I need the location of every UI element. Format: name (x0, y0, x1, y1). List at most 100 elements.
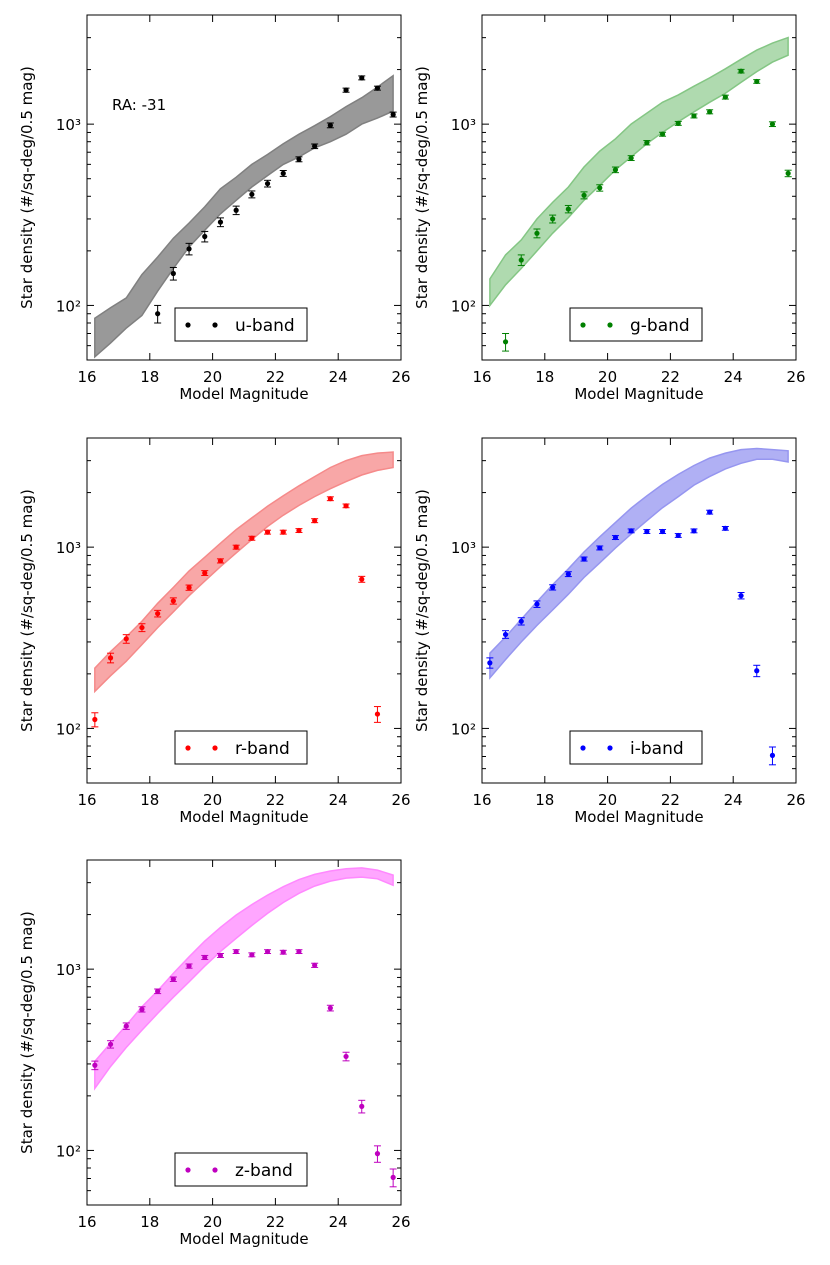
legend-marker (185, 1167, 191, 1173)
point-marker (107, 655, 114, 661)
data-point (549, 584, 557, 591)
data-point (248, 190, 256, 199)
data-point (295, 948, 303, 955)
point-marker (233, 207, 239, 213)
model-band (94, 74, 394, 359)
x-tick-label: 18 (535, 791, 554, 809)
y-tick-label: 10³ (451, 539, 476, 557)
point-marker (359, 576, 365, 582)
data-point (721, 94, 729, 100)
point-marker (312, 143, 318, 149)
point-marker (202, 570, 208, 576)
point-marker (769, 121, 776, 127)
data-point (706, 109, 714, 115)
x-tick-label: 18 (140, 368, 159, 386)
data-point (611, 534, 619, 541)
legend-marker (185, 322, 191, 328)
point-marker (628, 528, 634, 534)
point-marker (707, 109, 713, 115)
ra-annotation: RA: -31 (112, 96, 166, 114)
data-point (91, 1060, 99, 1071)
point-marker (691, 113, 697, 119)
point-marker (534, 601, 540, 607)
legend-marker (212, 1167, 218, 1173)
point-marker (359, 75, 365, 81)
legend-box (569, 307, 703, 342)
data-point (784, 169, 792, 178)
data-point (768, 746, 776, 766)
data-point (201, 230, 209, 243)
data-point (169, 597, 177, 605)
data-point (248, 952, 256, 958)
data-point (326, 122, 334, 129)
data-point (169, 266, 177, 281)
data-point (596, 545, 604, 551)
data-point (674, 120, 682, 126)
point-marker (327, 1005, 333, 1011)
point-marker (186, 963, 192, 969)
point-marker (280, 949, 286, 955)
point-marker (597, 545, 603, 551)
data-point (690, 113, 698, 119)
point-marker (217, 558, 224, 564)
data-point (154, 609, 162, 618)
z-band-panel: 16 18 20 22 24 26 10² 10³ Model Magnitude Star de… (18, 859, 411, 1248)
data-point (768, 121, 776, 128)
point-marker (628, 155, 634, 161)
x-tick-label: 22 (661, 791, 680, 809)
point-marker (550, 216, 556, 222)
point-marker (581, 192, 587, 198)
y-axis-label: Star density (#/sq-deg/0.5 mag) (18, 911, 36, 1154)
point-marker (92, 1062, 98, 1068)
point-marker (659, 131, 666, 137)
point-marker (343, 503, 349, 509)
data-point (169, 976, 177, 982)
point-marker (644, 528, 650, 535)
x-tick-label: 26 (786, 368, 805, 386)
data-point (279, 949, 287, 955)
point-marker (155, 311, 161, 317)
x-tick-label: 16 (77, 368, 96, 386)
legend-marker (607, 745, 613, 751)
point-marker (280, 529, 286, 535)
data-point (502, 333, 510, 352)
x-tick-label: 26 (786, 791, 805, 809)
data-point (264, 179, 272, 188)
data-point (138, 623, 146, 633)
point-marker (534, 230, 540, 236)
x-tick-label: 24 (724, 368, 743, 386)
y-tick-label: 10³ (451, 116, 476, 134)
point-marker (92, 716, 98, 723)
y-axis-label: Star density (#/sq-deg/0.5 mag) (18, 489, 36, 732)
data-point (486, 657, 494, 669)
data-point (279, 529, 287, 535)
data-point (342, 503, 350, 509)
model-band (94, 451, 394, 694)
point-marker (202, 233, 208, 240)
point-marker (374, 85, 381, 91)
data-point (248, 535, 256, 541)
x-axis-label: Model Magnitude (574, 808, 703, 826)
data-point (517, 254, 525, 267)
legend: r-band (174, 730, 308, 765)
legend-label: r-band (235, 739, 290, 759)
point-marker (327, 122, 333, 128)
data-point (627, 155, 635, 162)
x-tick-label: 26 (391, 791, 410, 809)
data-point (753, 664, 761, 678)
axes-frame (481, 437, 797, 784)
y-tick-label: 10³ (56, 539, 81, 557)
point-marker (691, 528, 697, 534)
data-point (295, 156, 303, 163)
x-axis-label: Model Magnitude (179, 385, 308, 403)
data-point (389, 1168, 397, 1188)
data-point (643, 528, 651, 535)
point-marker (264, 180, 271, 187)
x-axis-label: Model Magnitude (179, 808, 308, 826)
axes-frame (86, 14, 402, 361)
point-marker (565, 206, 571, 212)
legend-box (174, 307, 308, 342)
point-marker (722, 525, 728, 531)
point-marker (264, 948, 271, 955)
